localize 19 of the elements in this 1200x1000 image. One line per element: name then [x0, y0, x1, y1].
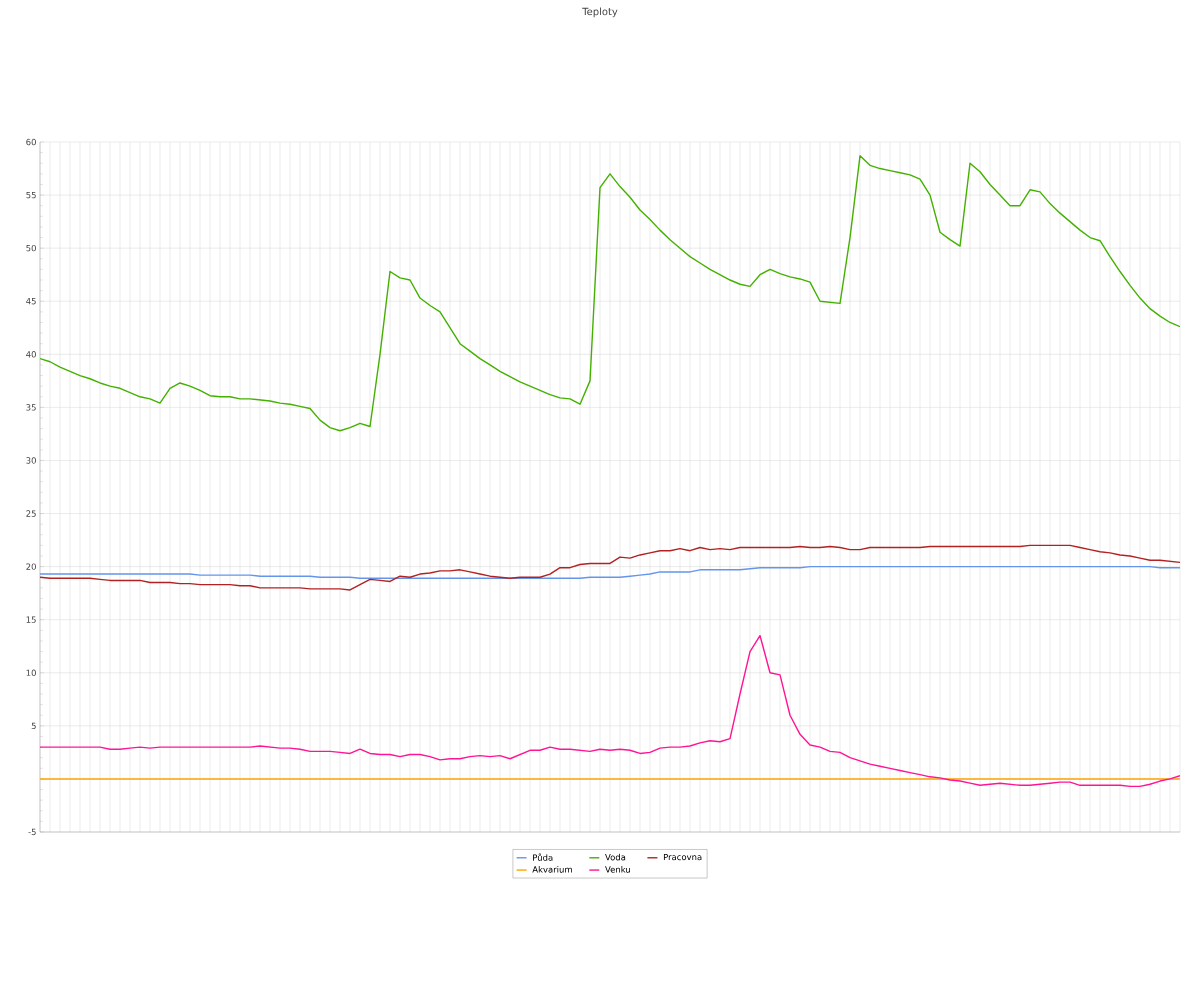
y-tick-label: 25	[26, 510, 36, 517]
legend-label: Voda	[605, 853, 626, 861]
y-tick-label: 40	[26, 351, 36, 358]
y-tick-label: 30	[26, 457, 36, 464]
y-tick-label: 35	[26, 404, 36, 411]
legend-label: Akvarium	[532, 866, 572, 873]
legend-label: Pracovna	[663, 853, 702, 861]
chart-title: Teploty	[582, 7, 618, 18]
legend-label: Venku	[605, 866, 630, 873]
y-tick-label: 50	[26, 244, 36, 252]
y-tick-label: 60	[26, 138, 36, 146]
legend-label: Půda	[533, 853, 553, 861]
y-tick-label: 10	[26, 669, 36, 676]
y-tick-label: 45	[26, 298, 36, 305]
y-tick-label: 55	[26, 191, 36, 199]
y-tick-label: 20	[26, 563, 36, 570]
y-tick-label: 15	[26, 616, 36, 623]
y-tick-label: 5	[31, 722, 36, 730]
y-tick-label: -5	[28, 828, 36, 836]
